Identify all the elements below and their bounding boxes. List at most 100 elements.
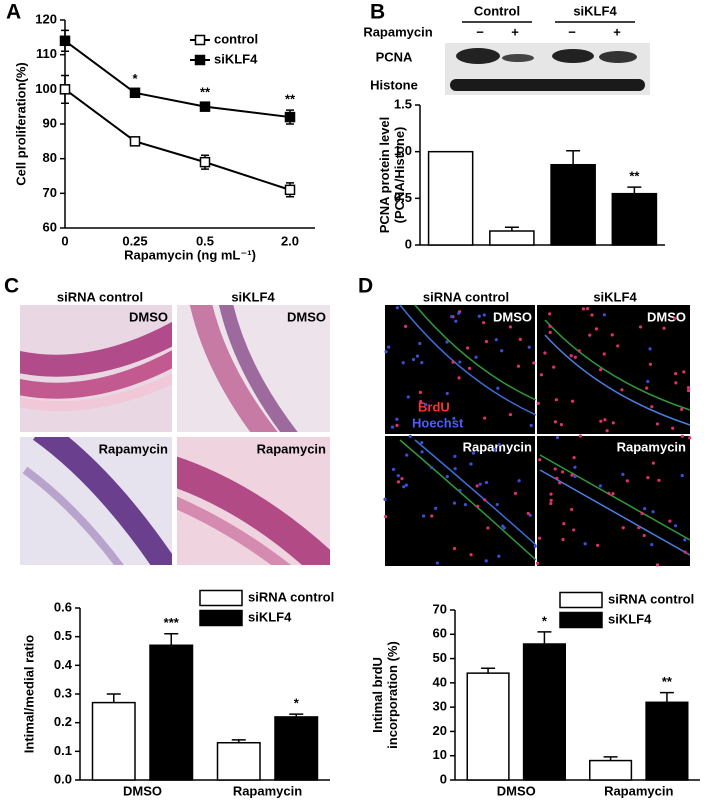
nucleus: [395, 423, 399, 428]
nucleus: [655, 563, 660, 567]
nucleus: [513, 491, 518, 495]
y-tick-label: 0.5: [54, 628, 72, 643]
y-tick-label: 70: [433, 601, 447, 616]
row-label: Rapamycin: [363, 24, 432, 39]
error-bar: [566, 149, 581, 165]
nucleus: [421, 514, 426, 518]
nucleus: [570, 473, 574, 477]
bar: [489, 230, 535, 246]
legend-label: siKLF4: [248, 609, 292, 624]
nucleus: [405, 453, 409, 457]
nucleus: [607, 491, 611, 495]
nucleus: [400, 477, 404, 481]
stain-label: BrdU: [418, 399, 450, 414]
nucleus: [572, 456, 576, 460]
micrographs-d: siRNA control siKLF4 DMSO DMSO Rapamycin…: [383, 289, 692, 567]
row-label: Rapamycin: [99, 441, 168, 456]
nucleus: [493, 447, 497, 452]
row-label: DMSO: [647, 309, 686, 324]
nucleus: [573, 465, 577, 469]
nucleus: [404, 324, 408, 328]
legend-swatch: [199, 589, 243, 607]
nucleus: [549, 492, 553, 496]
nucleus: [569, 354, 573, 358]
annotation: **: [285, 92, 296, 107]
legend-label: siKLF4: [214, 51, 258, 66]
nucleus: [458, 488, 462, 493]
y-tick-label: 90: [43, 115, 57, 130]
error-bar: [627, 186, 642, 194]
nucleus: [457, 311, 461, 315]
nucleus: [535, 561, 540, 565]
nucleus: [450, 315, 454, 319]
nucleus: [621, 472, 625, 477]
nucleus: [581, 307, 586, 311]
nucleus: [686, 389, 691, 393]
sign: +: [511, 24, 519, 39]
nucleus: [683, 538, 687, 542]
nucleus: [452, 501, 457, 505]
nucleus: [508, 325, 513, 329]
band: [502, 54, 534, 62]
y-tick-label: 100: [35, 81, 57, 96]
nucleus: [452, 546, 457, 551]
nucleus: [497, 554, 501, 558]
col-label: siRNA control: [57, 289, 143, 304]
nucleus: [553, 467, 557, 471]
bar: [589, 759, 633, 781]
x-tick-label: 0.5: [196, 233, 214, 248]
nucleus: [482, 313, 486, 317]
nucleus: [430, 514, 434, 518]
nucleus: [475, 484, 479, 488]
nucleus: [638, 325, 643, 329]
y-tick-label: 0: [440, 771, 447, 786]
nucleus: [561, 537, 565, 542]
nucleus: [481, 321, 486, 325]
nucleus: [611, 421, 615, 425]
nucleus: [570, 507, 574, 512]
legend-label: siKLF4: [608, 611, 652, 626]
y-tick-label: 60: [43, 219, 57, 234]
nucleus: [516, 364, 521, 368]
nucleus: [452, 416, 456, 421]
nucleus: [674, 381, 678, 385]
nucleus: [602, 313, 606, 317]
nucleus: [548, 312, 552, 316]
legend-swatch: [559, 611, 603, 629]
sign: +: [613, 24, 621, 39]
nucleus: [430, 465, 434, 470]
nucleus: [419, 399, 423, 404]
error-bar: [106, 693, 121, 703]
error-bar: [537, 631, 552, 644]
nucleus: [420, 441, 424, 445]
row-label: Rapamycin: [257, 441, 326, 456]
legend-label: siRNA control: [608, 591, 694, 606]
band: [450, 79, 645, 91]
nucleus: [668, 519, 672, 523]
nucleus: [598, 484, 602, 488]
nucleus: [648, 362, 653, 366]
nucleus: [662, 326, 666, 330]
nucleus: [401, 361, 405, 365]
nucleus: [577, 349, 581, 353]
marker: [59, 35, 71, 47]
nucleus: [536, 401, 540, 405]
nucleus: [496, 386, 500, 390]
error-bar: [164, 633, 179, 646]
y-tick-label: 110: [36, 46, 57, 61]
marker: [284, 184, 296, 196]
nucleus: [625, 479, 629, 483]
band: [599, 51, 637, 63]
nucleus: [588, 333, 592, 337]
nucleus: [396, 480, 401, 484]
x-tick-label: 0: [61, 233, 68, 248]
nucleus: [478, 482, 482, 486]
nucleus: [424, 403, 428, 407]
blot: Control siKLF4 Rapamycin − + − + PCNA Hi…: [363, 3, 650, 95]
bar: [91, 701, 136, 781]
y-axis-label: Intimal brdU: [370, 657, 385, 733]
nucleus: [477, 314, 481, 318]
nucleus: [529, 423, 533, 428]
legend-marker: [194, 34, 206, 46]
panel-letter: C: [4, 275, 19, 298]
